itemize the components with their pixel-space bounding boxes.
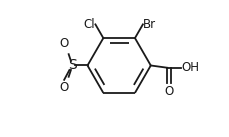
Text: O: O — [59, 81, 68, 94]
Text: O: O — [59, 37, 68, 50]
Text: Cl: Cl — [83, 18, 95, 31]
Text: O: O — [164, 85, 173, 98]
Text: S: S — [68, 58, 76, 72]
Text: OH: OH — [180, 61, 199, 74]
Text: Br: Br — [143, 18, 156, 31]
